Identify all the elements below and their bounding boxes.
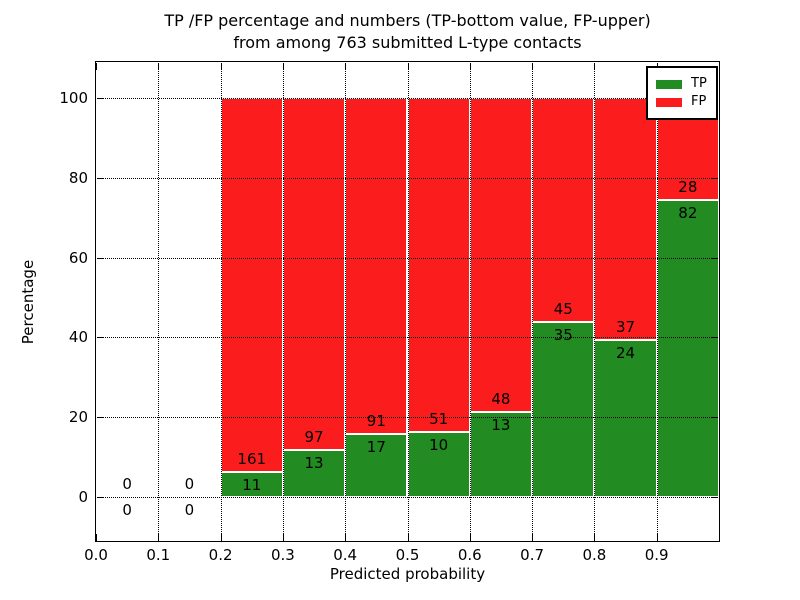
tp-legend-label: TP [691,76,707,91]
x-tick-label: 0.5 [395,546,420,564]
legend-item-tp: TP [656,77,707,91]
legend-item-fp: FP [656,95,707,109]
x-tick-label: 0.0 [84,546,108,564]
y-tick-label: 60 [68,248,88,267]
chart-title-line2: from among 763 submitted L-type contacts [233,33,582,52]
x-tick-label: 0.6 [457,546,482,564]
x-tick-label: 0.8 [582,546,607,564]
x-tick-label: 0.3 [270,546,295,564]
plot-area [95,61,720,542]
y-axis-label: Percentage [19,259,37,345]
tp-legend-swatch-icon [656,79,682,89]
x-axis-label: Predicted probability [329,565,486,583]
y-tick-label: 80 [68,168,88,187]
chart-title: TP /FP percentage and numbers (TP-bottom… [96,10,719,54]
x-tick-label: 0.4 [333,546,358,564]
y-tick-label: 0 [78,488,88,507]
chart-title-line1: TP /FP percentage and numbers (TP-bottom… [164,11,651,30]
x-tick-label: 0.7 [520,546,545,564]
fp-legend-swatch-icon [656,97,682,107]
y-tick-label: 40 [68,328,88,347]
fp-legend-label: FP [691,94,707,109]
y-tick-label: 20 [68,408,88,427]
x-tick-label: 0.9 [644,546,669,564]
legend: TP FP [646,66,718,120]
y-tick-label: 100 [59,88,88,107]
x-tick-label: 0.2 [208,546,233,564]
x-tick-label: 0.1 [146,546,171,564]
